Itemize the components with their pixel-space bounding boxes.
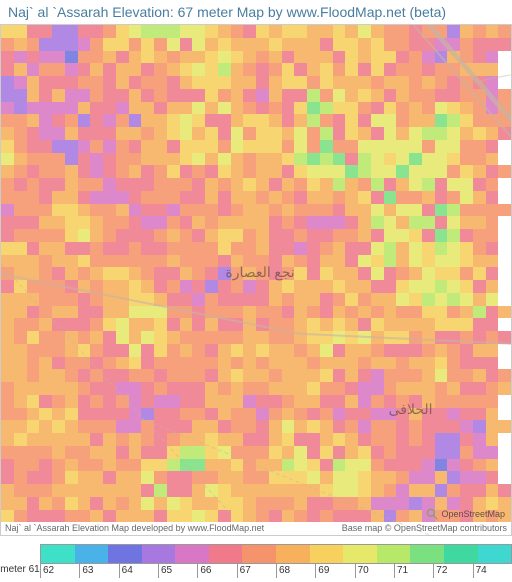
legend-swatch (276, 545, 310, 563)
elevation-map[interactable]: نجع العصارةالحلافى OpenStreetMap Naj` al… (0, 24, 512, 536)
legend-tick: 68 (276, 564, 315, 578)
legend-swatch (410, 545, 444, 563)
legend-swatch (310, 545, 344, 563)
legend-tick: 74 (473, 564, 512, 578)
credit-right: Base map © OpenStreetMap contributors (342, 523, 507, 533)
elevation-legend: meter 61 626364656667686970717274 (0, 536, 512, 578)
credit-left: Naj` al `Assarah Elevation Map developed… (5, 523, 264, 533)
legend-swatch (75, 545, 109, 563)
legend-swatch (41, 545, 75, 563)
legend-swatch (242, 545, 276, 563)
legend-tick: 69 (315, 564, 354, 578)
legend-tick: 72 (433, 564, 472, 578)
legend-swatch (478, 545, 512, 563)
legend-tick: 63 (79, 564, 118, 578)
magnifier-icon (425, 507, 439, 521)
legend-unit: meter 61 (0, 564, 40, 578)
legend-tick: 67 (237, 564, 276, 578)
legend-color-bar (40, 544, 512, 564)
legend-tick: 66 (197, 564, 236, 578)
legend-swatch (209, 545, 243, 563)
legend-tick: 70 (355, 564, 394, 578)
osm-logo-text: OpenStreetMap (441, 509, 505, 519)
legend-swatch (343, 545, 377, 563)
legend-swatch (108, 545, 142, 563)
legend-tick: 62 (40, 564, 79, 578)
heatmap-grid (1, 25, 511, 535)
legend-tick: 65 (158, 564, 197, 578)
legend-swatch (175, 545, 209, 563)
legend-ticks: 626364656667686970717274 (40, 564, 512, 578)
legend-swatch (142, 545, 176, 563)
legend-tick: 71 (394, 564, 433, 578)
legend-swatch (377, 545, 411, 563)
legend-tick: 64 (119, 564, 158, 578)
legend-swatch (444, 545, 478, 563)
osm-attribution-logo: OpenStreetMap (425, 507, 505, 521)
page-title: Naj` al `Assarah Elevation: 67 meter Map… (0, 0, 512, 24)
